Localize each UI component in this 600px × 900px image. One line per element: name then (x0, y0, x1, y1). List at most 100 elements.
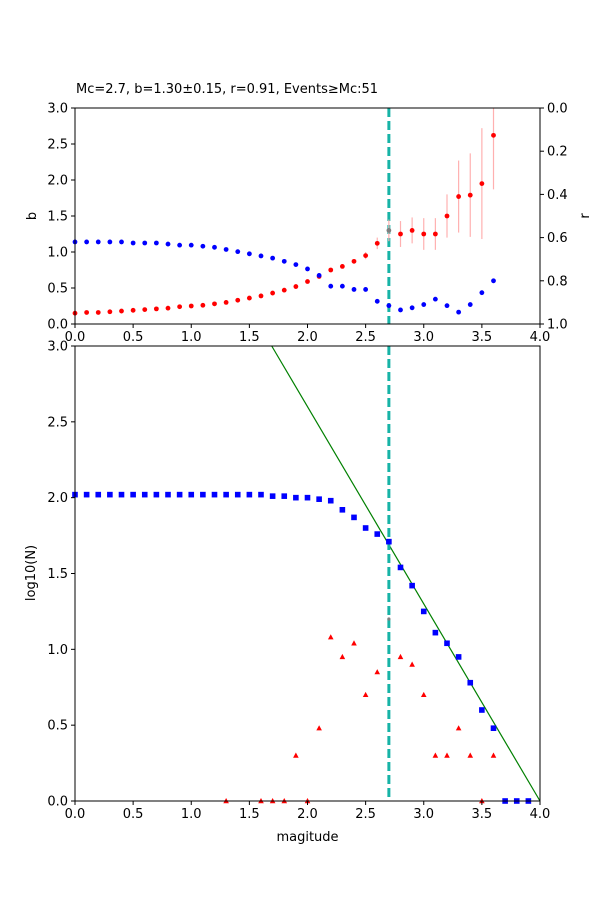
noncumulative-point (409, 661, 415, 667)
cumulative-point (455, 654, 462, 660)
bottom-x-axis-label: magitude (276, 830, 338, 845)
cumulative-point (153, 491, 160, 498)
r-point (223, 247, 229, 252)
r-point (153, 240, 159, 246)
cumulative-point (444, 640, 450, 647)
x-tick-label: 4.0 (530, 330, 551, 345)
r-point (258, 253, 264, 259)
r-point (246, 251, 252, 257)
cumulative-point (130, 491, 136, 498)
y-tick-label: 1.0 (47, 643, 68, 658)
noncumulative-point (339, 653, 346, 660)
b-point (409, 228, 415, 233)
r-point (316, 273, 322, 278)
cumulative-point (223, 491, 229, 498)
y2-tick-label: 0.4 (547, 188, 568, 203)
top-panel-ticks: 0.0 0.5 1.0 1.5 2.0 2.5 3.0 3.5 4.0 0.0 0.5 1.0 1.5 2… (47, 102, 567, 346)
b-point (235, 297, 241, 303)
r-point (188, 242, 194, 248)
b-point (270, 290, 276, 296)
bottom-panel-ticks: 0.0 0.5 1.0 1.5 2.0 2.5 3.0 3.5 4.0 0.0 0.5 1.0 1.5 2… (47, 340, 550, 823)
r-point (479, 290, 485, 296)
y-tick-label: 0.0 (47, 318, 68, 333)
y-tick-label: 2.0 (47, 174, 68, 189)
x-tick-label: 3.0 (413, 330, 434, 345)
b-point (212, 301, 217, 307)
cumulative-point (141, 491, 148, 498)
r-point (363, 287, 369, 292)
b-point (328, 267, 334, 273)
r-point (421, 302, 427, 307)
b-point (467, 192, 473, 198)
cumulative-point (293, 494, 299, 501)
b-point (281, 287, 287, 293)
r-point (386, 303, 392, 309)
cumulative-point (165, 491, 171, 498)
r-point (293, 262, 299, 267)
cumulative-point (362, 525, 369, 531)
y-tick-label: 2.0 (47, 491, 68, 506)
x-tick-label: 0.0 (65, 807, 86, 822)
b-point (456, 194, 462, 199)
noncumulative-point (374, 669, 381, 675)
cumulative-point (95, 491, 102, 498)
b-point (223, 300, 229, 305)
cumulative-point (211, 491, 218, 498)
b-point (246, 295, 252, 301)
b-point (177, 304, 183, 310)
b-point (351, 258, 357, 264)
x-tick-label: 2.0 (297, 330, 318, 345)
noncumulative-point (444, 752, 450, 758)
y2-tick-label: 0.8 (547, 274, 568, 289)
x-tick-label: 1.0 (181, 330, 202, 345)
r-point (467, 302, 473, 307)
cumulative-point (397, 564, 404, 571)
y2-tick-label: 0.0 (547, 102, 568, 117)
r-point (84, 239, 90, 245)
x-tick-label: 0.5 (123, 330, 144, 345)
y-tick-label: 0.5 (47, 282, 68, 297)
b-point (432, 231, 438, 237)
y-tick-label: 1.0 (47, 246, 68, 261)
y-tick-label: 0.0 (47, 795, 68, 810)
b-point (339, 264, 345, 269)
y-tick-label: 2.5 (47, 138, 68, 153)
noncumulative-point (490, 752, 497, 758)
r-point (456, 309, 462, 315)
cumulative-point (327, 497, 334, 504)
b-point (107, 309, 113, 315)
cumulative-point (374, 531, 381, 537)
r-point (95, 239, 101, 245)
cumulative-point (269, 493, 276, 499)
r-point (374, 298, 380, 304)
bottom-y-axis-label: log10(N) (24, 545, 39, 601)
noncumulative-point (316, 725, 322, 731)
b-point (84, 310, 90, 315)
x-tick-label: 2.5 (355, 330, 376, 345)
cumulative-point (316, 496, 322, 502)
y-tick-label: 3.0 (47, 102, 68, 117)
x-tick-label: 1.5 (239, 807, 260, 822)
bottom-panel-marks (72, 345, 541, 804)
figure-title: Mc=2.7, b=1.30±0.15, r=0.91, Events≥Mc:5… (76, 82, 378, 97)
top-y2-axis-label: r (578, 213, 593, 219)
b-point (153, 306, 159, 312)
mc-marker (387, 617, 391, 621)
noncumulative-point (455, 725, 462, 731)
cumulative-point (200, 491, 206, 498)
b-point (421, 231, 427, 237)
b-point (491, 132, 496, 138)
cumulative-point (118, 491, 125, 498)
x-tick-label: 3.0 (413, 807, 434, 822)
noncumulative-point (293, 752, 299, 758)
b-mc-point (386, 228, 392, 233)
x-tick-label: 2.0 (297, 807, 318, 822)
top-y-axis-label: b (25, 212, 40, 220)
bottom-panel: 0.0 0.5 1.0 1.5 2.0 2.5 3.0 3.5 4.0 0.0 0.5 1.0 1.5 2… (24, 340, 550, 846)
r-point (398, 307, 403, 313)
gr-fit-line (271, 345, 541, 802)
y2-tick-label: 0.6 (547, 231, 568, 246)
noncumulative-point (351, 640, 357, 646)
r-point (270, 255, 276, 261)
cumulative-point (339, 507, 346, 513)
